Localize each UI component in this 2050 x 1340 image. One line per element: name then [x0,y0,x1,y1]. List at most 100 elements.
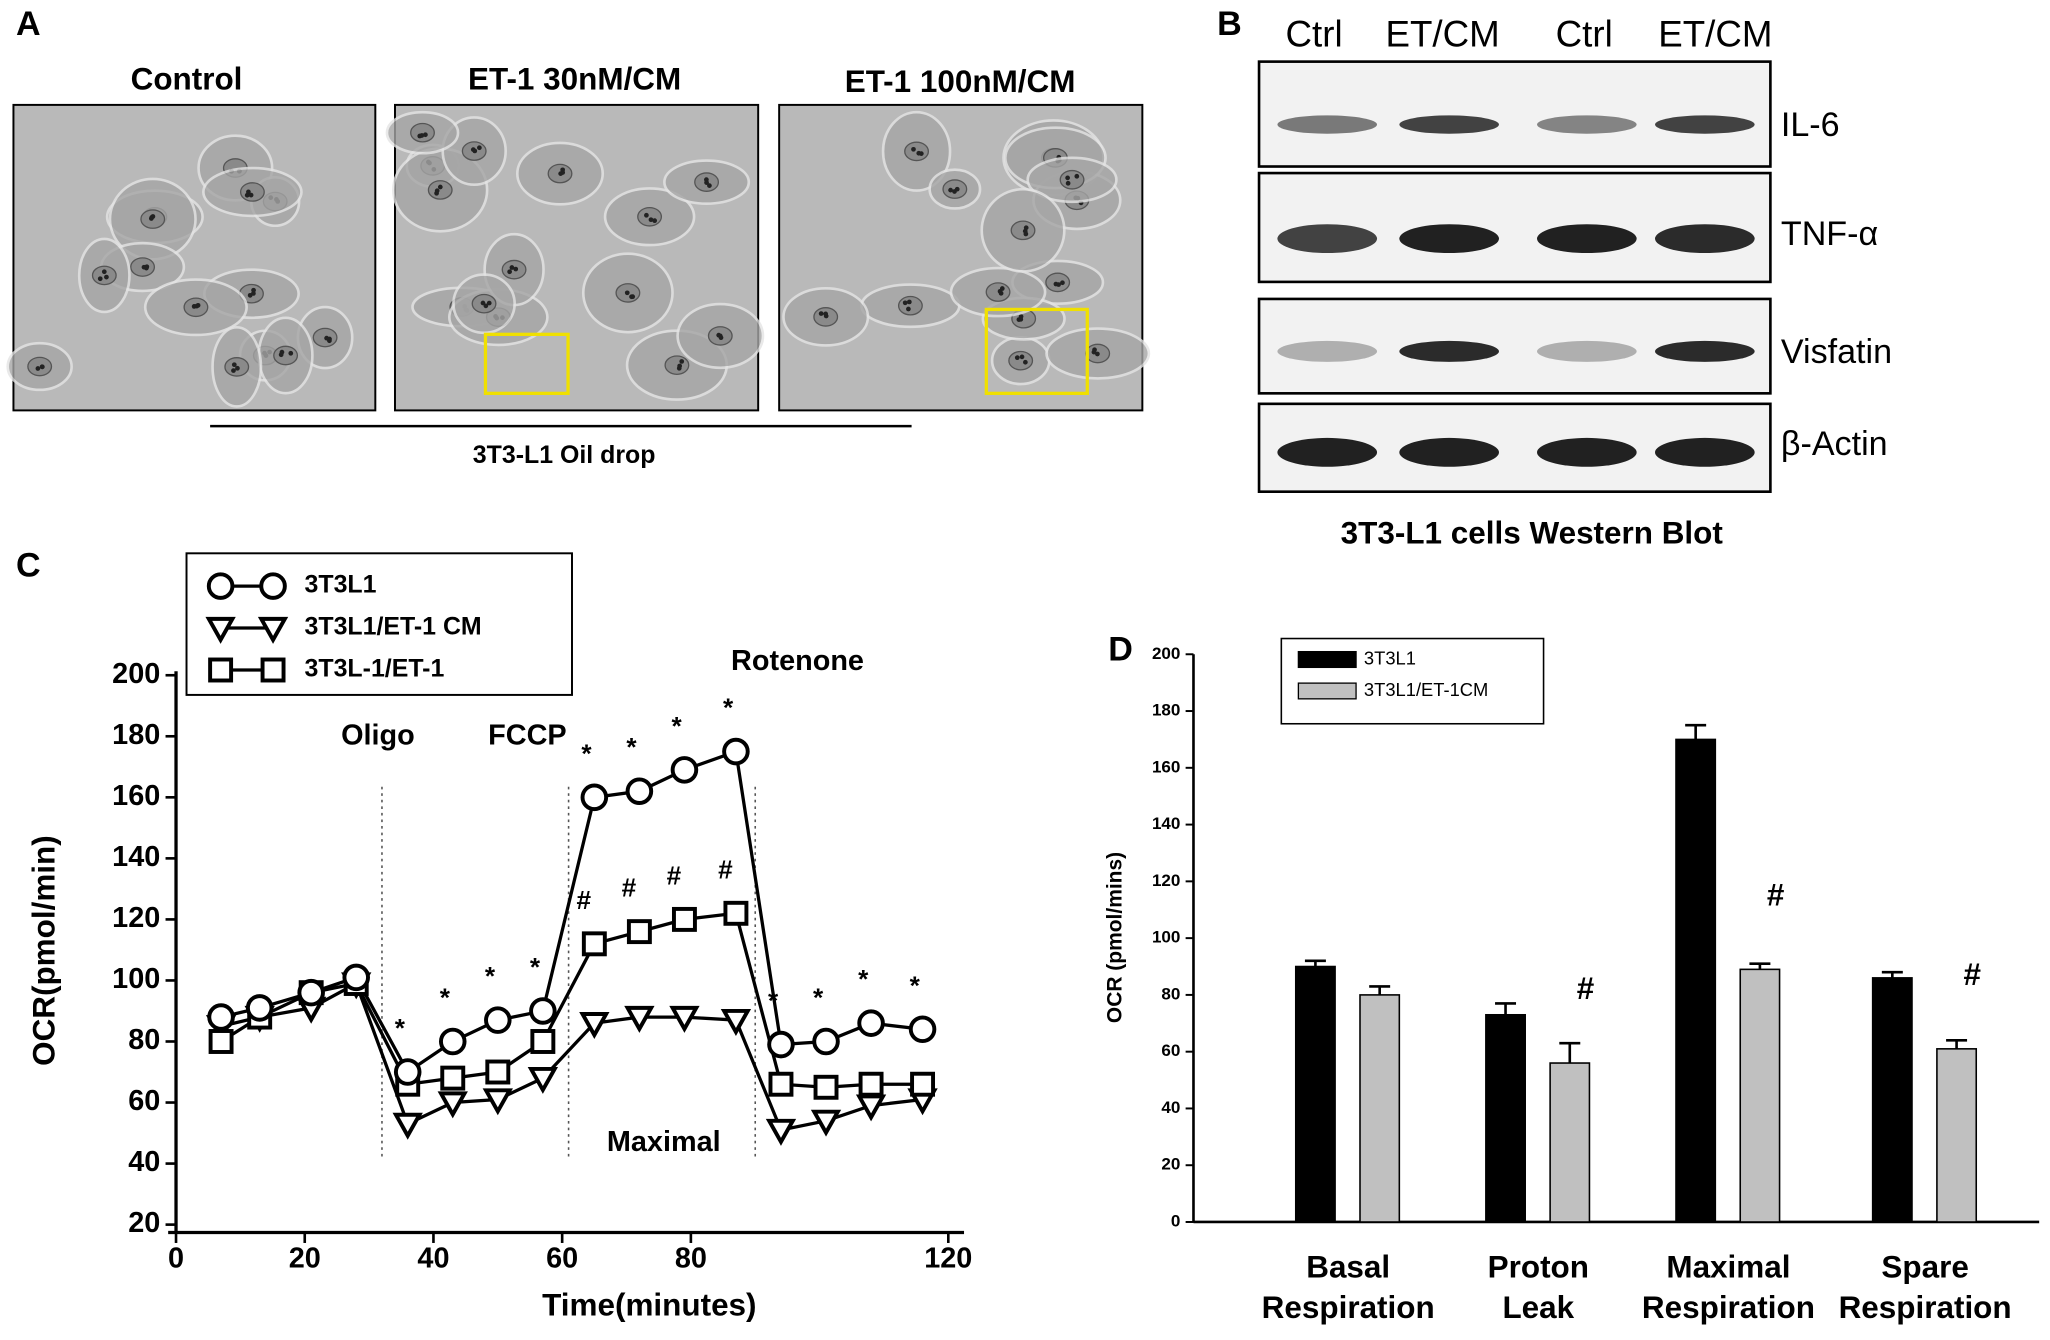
bar [1936,1048,1978,1223]
nucleolus [419,133,425,138]
phase-label: Oligo [341,719,415,751]
x-tick-label: 60 [546,1243,578,1275]
y-tick-label: 60 [1161,1041,1180,1060]
nucleolus [486,300,492,306]
y-tick-label: 100 [1152,928,1180,947]
marker [670,756,699,784]
legend-label: 3T3L1/ET-1 CM [305,613,482,641]
nucleolus [104,274,109,280]
x-tick-label: Respiration [1839,1290,2012,1325]
marker [530,1029,556,1054]
x-tick-label: 20 [289,1243,321,1275]
marker [723,900,749,926]
nucleus [410,122,435,143]
nucleolus [1019,354,1025,360]
nucleolus [235,365,240,371]
marker [392,1112,423,1140]
marker [810,1109,842,1137]
blot-band [1277,340,1378,362]
legend-swatch [1297,650,1357,669]
bar [1294,965,1336,1223]
blot-band [1655,115,1755,134]
image-title: Control [131,62,243,97]
bar [1871,977,1913,1223]
marker [722,737,750,766]
nucleolus [718,335,724,341]
marker [393,1058,422,1086]
nucleolus [97,276,103,282]
blot-band [1399,340,1499,362]
annotation: # [718,854,733,884]
blot-band [1277,437,1378,467]
annotation: # [577,885,592,915]
nucleolus [652,218,658,224]
blot-band [1399,224,1499,254]
lane-label: ET/CM [1658,13,1772,54]
legend-label: 3T3L1/ET-1CM [1364,679,1488,700]
x-tick-label: Spare [1881,1250,1968,1285]
highlight-box [483,332,570,395]
marker [208,1029,234,1054]
y-axis-label: OCR (pmol/mins) [1104,852,1127,1023]
nucleolus [902,300,908,306]
nucleolus [704,177,709,183]
nucleolus [483,303,489,309]
y-tick-label: 180 [1152,701,1180,720]
bar [1549,1062,1591,1223]
nucleolus [141,264,147,270]
panel-letter: A [16,5,41,43]
nucleolus [437,184,443,190]
nucleolus [480,300,486,306]
marker [857,1009,885,1037]
nucleolus [434,188,440,194]
nucleolus [707,183,712,188]
marker [579,1012,610,1039]
marker [669,1005,700,1033]
nucleus [904,141,930,162]
y-tick-label: 160 [112,780,160,812]
nucleus [1045,272,1071,293]
nucleolus [477,145,482,151]
annotation: * [440,982,451,1012]
panel-letter: B [1217,5,1242,43]
blot-band [1399,115,1499,134]
series-line [220,981,923,1132]
nucleus [1008,350,1034,371]
marker [438,1027,467,1056]
nucleolus [954,186,960,192]
marker [624,1005,655,1033]
nucleus [91,265,117,286]
marker [626,919,652,945]
nucleolus [1065,175,1070,181]
nucleolus [279,349,285,355]
nucleus [1059,169,1085,190]
annotation: # [667,860,682,890]
annotation: * [723,693,734,723]
marker [440,1065,466,1091]
marker [206,572,235,600]
western-blots [1257,60,1772,493]
nucleolus [906,299,912,305]
nucleus [273,345,299,366]
y-tick-label: 40 [128,1146,160,1178]
x-tick-label: 120 [924,1243,972,1275]
x-axis-label: Time(minutes) [542,1288,756,1323]
nucleus [637,206,663,227]
blot-band [1655,340,1755,362]
series-line [220,911,923,1089]
y-tick-label: 200 [1152,644,1180,663]
marker [205,616,236,644]
lane-label: ET/CM [1386,13,1500,54]
x-tick-label: Leak [1502,1290,1574,1325]
legend-swatch [1297,682,1357,700]
nucleus [897,295,923,316]
marker [208,657,234,683]
blot-band [1277,224,1378,254]
nucleolus [327,338,332,344]
blot-band [1399,437,1499,467]
annotation: * [671,711,682,741]
lane-label: Ctrl [1556,13,1613,54]
nucleolus [231,362,237,368]
marker [207,1003,235,1031]
nucleus [27,356,53,377]
